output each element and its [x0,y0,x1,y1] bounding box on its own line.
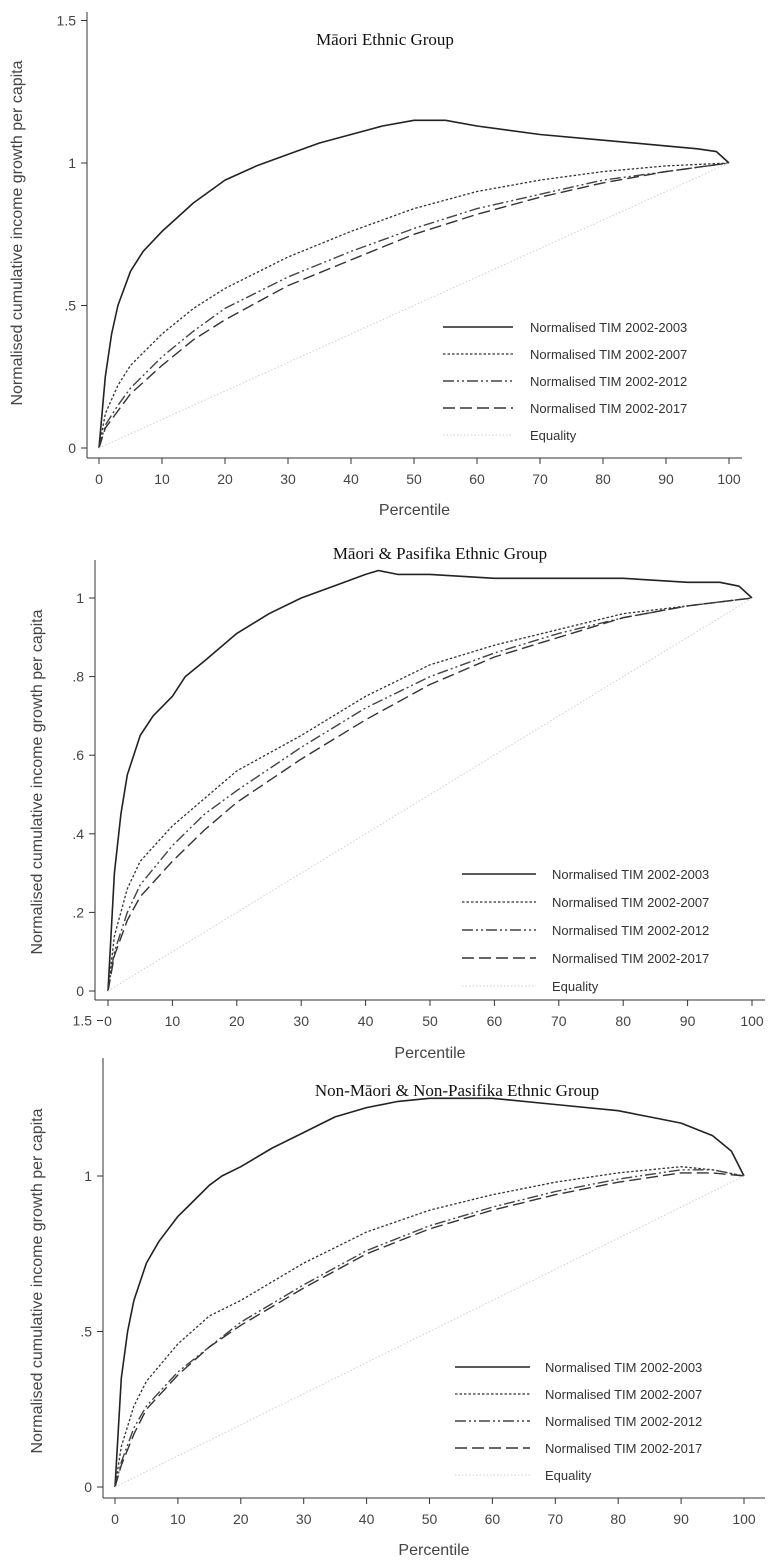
series-line-solid [107,569,753,992]
x-tick-label: 90 [680,1013,696,1029]
x-tick-label: 50 [422,1511,438,1527]
x-tick-label: 60 [469,471,485,487]
legend-label: Normalised TIM 2002-2012 [530,374,687,389]
x-tick-label: 90 [658,471,674,487]
x-tick-label: 20 [217,471,233,487]
x-tick-label: 10 [154,471,170,487]
series-line-solid [98,119,730,449]
x-tick-label: 60 [485,1511,501,1527]
chart-panel-3: 0 10 20 30 40 50 60 70 80 90 1000.511.5PercentileN… [29,1013,765,1559]
x-tick-label: 30 [280,471,296,487]
x-tick-label: 30 [293,1013,309,1029]
series-line-dashed [107,597,753,992]
x-tick-label: 20 [233,1511,249,1527]
x-tick-label: 40 [343,471,359,487]
y-tick-label: .2 [72,904,84,920]
y-tick-label: 1 [76,590,84,606]
x-tick-label: 80 [610,1511,626,1527]
x-tick-label: 20 [229,1013,245,1029]
y-tick-label: 0 [84,1479,92,1495]
y-axis-label: Normalised cumulative income growth per … [9,60,26,405]
legend-label: Equality [552,979,599,994]
x-tick-label: 70 [532,471,548,487]
legend-label: Normalised TIM 2002-2017 [552,951,709,966]
chart-panel-2: 0 10 20 30 40 50 60 70 80 90 100 0 .2 .4 .6 .8 1 Percenti… [29,544,765,1062]
x-tick-label: 80 [615,1013,631,1029]
x-tick-label: 50 [422,1013,438,1029]
legend-label: Normalised TIM 2002-2003 [530,320,687,335]
y-tick-label: .5 [80,1324,92,1340]
y-tick-label: 0 [68,440,76,456]
legend-label: Normalised TIM 2002-2017 [545,1441,702,1456]
y-tick-label: 1 [68,155,76,171]
legend-label: Normalised TIM 2002-2007 [545,1387,702,1402]
x-tick-label: 90 [673,1511,689,1527]
legend-label: Normalised TIM 2002-2003 [552,867,709,882]
x-tick-label: 0 [104,1013,112,1029]
x-tick-label: 30 [296,1511,312,1527]
series-line-dashdot [98,162,730,449]
y-tick-label: 1 [84,1168,92,1184]
x-tick-label: 70 [551,1013,567,1029]
x-axis-label: Percentile [398,1542,469,1559]
chart-title: Māori Ethnic Group [316,30,454,49]
series-line-dashdot [114,1169,745,1488]
x-tick-label: 100 [732,1511,756,1527]
x-tick-label: 10 [170,1511,186,1527]
x-axis-label: Percentile [379,502,450,519]
legend-label: Normalised TIM 2002-2012 [545,1414,702,1429]
chart-title: Māori & Pasifika Ethnic Group [333,544,547,563]
x-tick-label: 0 [95,471,103,487]
y-axis-label: Normalised cumulative income growth per … [29,1108,46,1453]
chart-title: Non-Māori & Non-Pasifika Ethnic Group [315,1081,599,1100]
legend-label: Equality [545,1468,592,1483]
legend-label: Normalised TIM 2002-2017 [530,401,687,416]
legend-label: Equality [530,428,577,443]
chart-panel-1: 0 10 20 30 40 50 60 70 80 90 100 0 .5 1 1.5 Percentile N… [9,12,742,519]
y-tick-label: .4 [72,826,84,842]
legend-label: Normalised TIM 2002-2007 [530,347,687,362]
y-tick-label: .5 [64,298,76,314]
y-tick-label: 1.5 [73,1013,93,1029]
series-line-dotted [98,162,730,449]
x-tick-label: 80 [595,471,611,487]
x-axis-label: Percentile [394,1045,465,1062]
x-tick-label: 40 [359,1511,375,1527]
series-line-dotted [107,597,753,992]
series-line-dashed [114,1172,745,1488]
x-tick-label: 10 [165,1013,181,1029]
x-tick-label: 60 [487,1013,503,1029]
series-line-dashed [98,162,730,449]
x-tick-label: 100 [740,1013,764,1029]
series-line-equality [114,1175,745,1488]
x-tick-label: 70 [548,1511,564,1527]
y-tick-label: .6 [72,747,84,763]
x-tick-label: 50 [406,471,422,487]
x-tick-label: 40 [358,1013,374,1029]
x-tick-label: 0 [111,1511,119,1527]
series-line-dashdot [107,597,753,992]
x-tick-label: 100 [717,471,741,487]
y-axis-label: Normalised cumulative income growth per … [29,609,46,954]
legend-label: Normalised TIM 2002-2012 [552,923,709,938]
legend-label: Normalised TIM 2002-2007 [552,895,709,910]
y-tick-label: 0 [76,983,84,999]
series-line-dotted [114,1166,745,1488]
y-tick-label: 1.5 [57,13,77,29]
y-tick-label: .8 [72,669,84,685]
legend-label: Normalised TIM 2002-2003 [545,1360,702,1375]
series-line-solid [114,1097,745,1488]
